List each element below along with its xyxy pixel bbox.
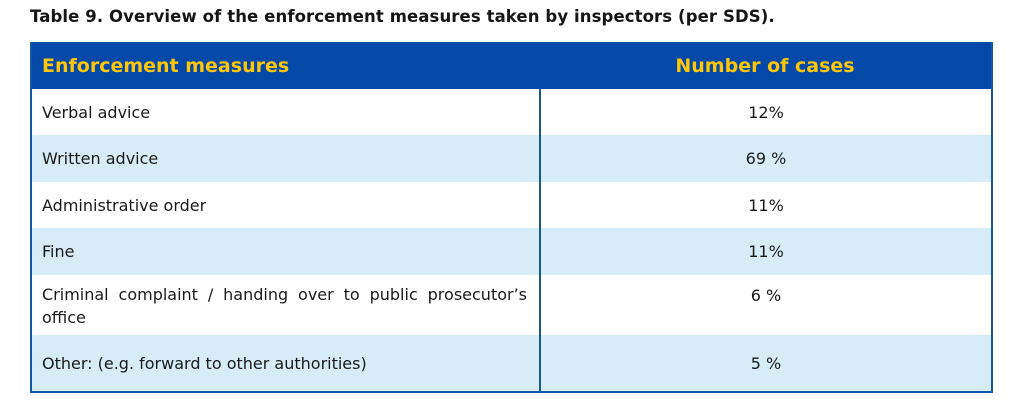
table-row: Fine 11% xyxy=(32,228,991,275)
table-row: Administrative order 11% xyxy=(32,182,991,228)
table-row: Criminal complaint / handing over to pub… xyxy=(32,275,991,335)
cell-measure: Criminal complaint / handing over to pub… xyxy=(42,285,527,327)
header-cell-enforcement-measures: Enforcement measures xyxy=(42,54,290,77)
cell-measure: Written advice xyxy=(42,149,159,168)
cell-value: 12% xyxy=(539,89,991,135)
cell-measure: Other: (e.g. forward to other authoritie… xyxy=(42,353,367,373)
cell-measure: Administrative order xyxy=(42,195,207,215)
table-row: Verbal advice 12% xyxy=(32,89,991,135)
table-header-row: Enforcement measures Number of cases xyxy=(32,42,991,89)
cell-measure: Fine xyxy=(42,242,75,261)
cell-value: 11% xyxy=(539,182,991,228)
table-row: Written advice 69 % xyxy=(32,135,991,182)
cell-value: 69 % xyxy=(539,135,991,182)
cell-value: 11% xyxy=(539,228,991,275)
cell-measure: Verbal advice xyxy=(42,102,151,122)
page-title: Table 9. Overview of the enforcement mea… xyxy=(30,7,775,26)
header-cell-number-of-cases: Number of cases xyxy=(675,54,855,77)
cell-value: 6 % xyxy=(539,275,991,335)
table-row: Other: (e.g. forward to other authoritie… xyxy=(32,335,991,391)
cell-value: 5 % xyxy=(539,335,991,391)
enforcement-measures-table: Enforcement measures Number of cases Ver… xyxy=(30,42,993,393)
